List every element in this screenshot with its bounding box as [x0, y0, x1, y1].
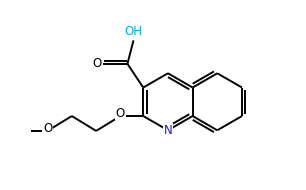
- Text: O: O: [43, 122, 52, 135]
- Text: N: N: [163, 124, 172, 137]
- Text: OH: OH: [125, 25, 143, 38]
- Text: O: O: [92, 57, 101, 70]
- Text: O: O: [116, 107, 125, 120]
